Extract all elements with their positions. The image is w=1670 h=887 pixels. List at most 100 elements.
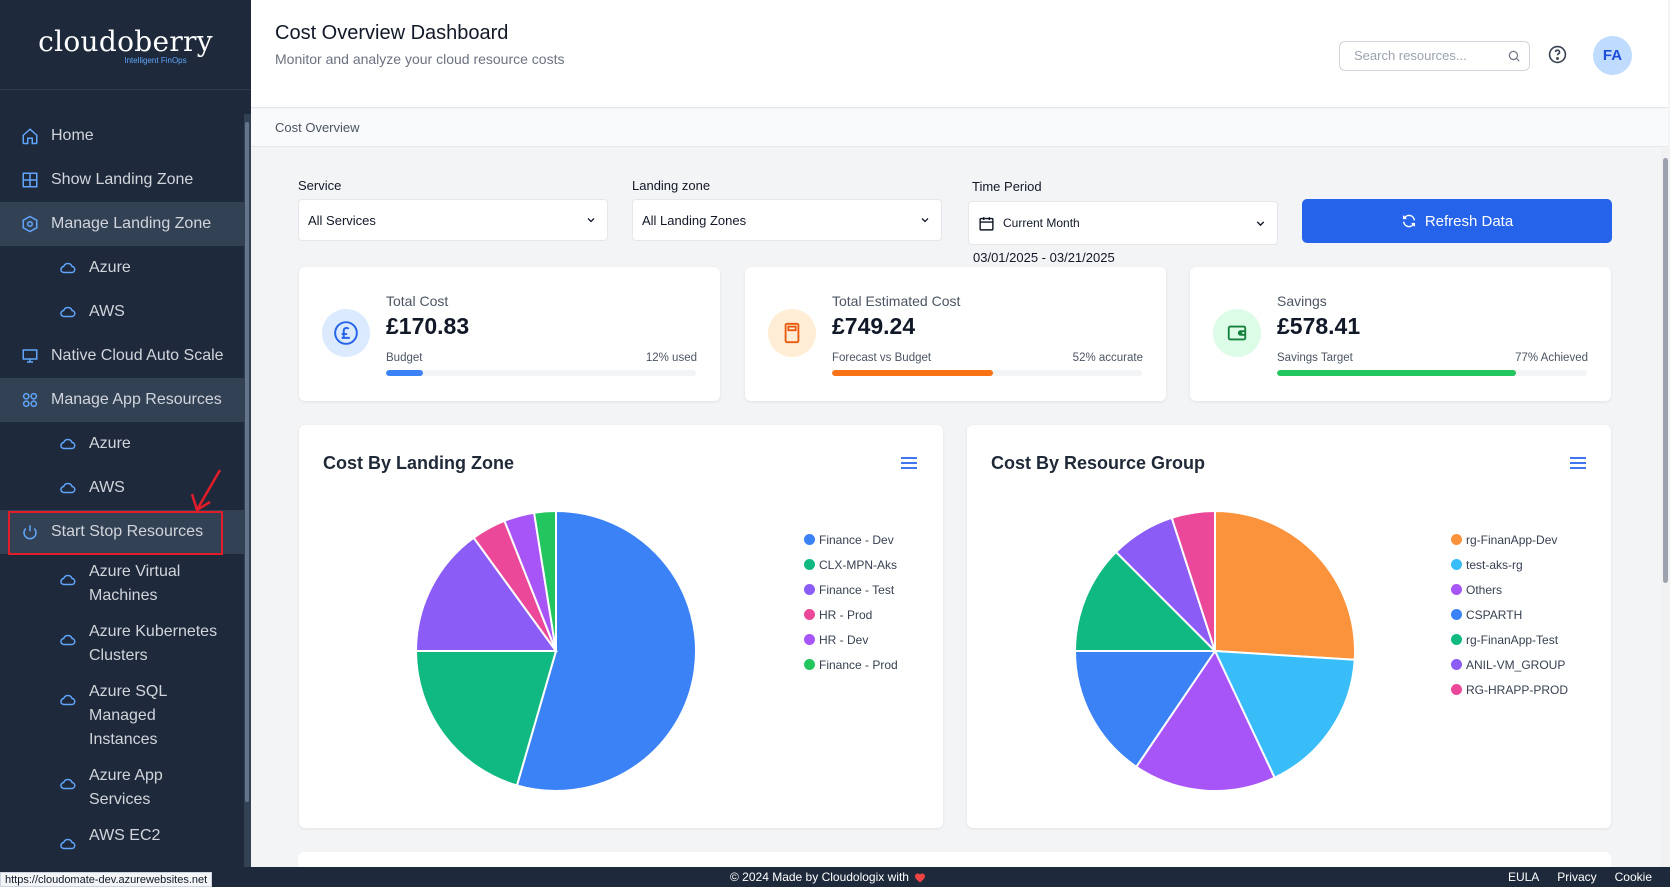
pie-slice-csparth[interactable] <box>1073 650 1217 769</box>
sidebar-item-azure-app-services[interactable]: Azure App Services <box>0 758 244 818</box>
legend-marker <box>1451 659 1462 670</box>
legend-label: Finance - Test <box>819 582 895 597</box>
legend-label: CSPARTH <box>1466 607 1523 622</box>
sidebar-scrollbar-thumb[interactable] <box>245 122 249 802</box>
search-icon[interactable] <box>1507 49 1521 68</box>
sidebar-item-home[interactable]: Home <box>0 114 244 158</box>
cost-by-resource-group-card: Cost By Resource Group rg-FinanApp-Dev te… <box>967 425 1611 828</box>
legend-marker <box>804 609 815 620</box>
stat-progress-bar <box>386 370 696 376</box>
pie-slice-finance-test[interactable] <box>414 536 558 652</box>
menu-icon[interactable] <box>900 455 918 476</box>
landing-zone-label: Landing zone <box>632 178 711 193</box>
legend-item[interactable]: ANIL-VM_GROUP <box>1451 652 1568 677</box>
sidebar-nav: Home Show Landing Zone Manage Landing Zo… <box>0 114 244 862</box>
legend-item[interactable]: test-aks-rg <box>1451 552 1568 577</box>
landing-zone-legend: Finance - Dev CLX-MPN-Aks Finance - Test HR… <box>804 527 898 677</box>
legend-item[interactable]: RG-HRAPP-PROD <box>1451 677 1568 702</box>
legend-item[interactable]: rg-FinanApp-Test <box>1451 627 1568 652</box>
main-scrollbar-thumb[interactable] <box>1663 158 1668 583</box>
sidebar-item-app-azure[interactable]: Azure <box>0 422 244 466</box>
sidebar-item-azure-virtual-machines[interactable]: Azure Virtual Machines <box>0 554 244 614</box>
page-header: Cost Overview Dashboard Monitor and anal… <box>251 0 1668 108</box>
sidebar-item-label: Start Stop Resources <box>51 523 204 540</box>
legend-item[interactable]: CLX-MPN-Aks <box>804 552 898 577</box>
avatar[interactable]: FA <box>1593 36 1632 75</box>
legend-marker <box>804 659 815 670</box>
landing-zone-pie-chart <box>414 509 697 792</box>
legend-label: rg-FinanApp-Dev <box>1466 532 1558 547</box>
pie-slice-rg-hrapp-prod[interactable] <box>1170 509 1216 652</box>
sidebar: cloudoberry Intelligent FinOps Home Show… <box>0 0 251 867</box>
sidebar-item-label: Azure <box>89 435 131 452</box>
sidebar-item-manage-landing-zone[interactable]: Manage Landing Zone <box>0 202 244 246</box>
sidebar-item-label: Azure Kubernetes Clusters <box>89 623 218 664</box>
sidebar-item-landing-aws[interactable]: AWS <box>0 290 244 334</box>
sidebar-item-show-landing-zone[interactable]: Show Landing Zone <box>0 158 244 202</box>
savings-card: Savings £578.41 Savings Target 77% Achie… <box>1190 267 1611 401</box>
search-input[interactable] <box>1354 48 1504 63</box>
chevron-down-icon <box>919 214 931 229</box>
cloud-icon <box>58 630 78 650</box>
stat-progress-fill <box>832 370 994 376</box>
pie-slice-rg-finanapp-test[interactable] <box>1073 550 1218 652</box>
stat-label: Total Cost <box>386 293 449 309</box>
sidebar-item-azure-sql-managed-instances[interactable]: Azure SQL Managed Instances <box>0 674 244 758</box>
sidebar-item-azure-kubernetes-clusters[interactable]: Azure Kubernetes Clusters <box>0 614 244 674</box>
landing-zone-select-value: All Landing Zones <box>642 212 747 228</box>
chevron-down-icon <box>585 214 597 229</box>
breadcrumb-bar: Cost Overview <box>251 109 1668 147</box>
legend-label: HR - Prod <box>819 607 873 622</box>
help-icon[interactable] <box>1548 45 1567 69</box>
pie-slice-test-aks-rg[interactable] <box>1213 649 1356 780</box>
cost-by-landing-zone-card: Cost By Landing Zone Finance - Dev CLX-MP… <box>299 425 943 828</box>
footer-link-cookie[interactable]: Cookie <box>1614 870 1652 884</box>
breadcrumb[interactable]: Cost Overview <box>275 120 360 135</box>
cloud-icon <box>58 774 78 794</box>
sidebar-item-start-stop-resources[interactable]: Start Stop Resources <box>0 510 244 554</box>
pie-slice-finance-prod[interactable] <box>532 509 557 652</box>
apps-icon <box>20 390 40 410</box>
legend-marker <box>804 584 815 595</box>
sidebar-item-aws-ec2[interactable]: AWS EC2 <box>0 818 244 862</box>
legend-item[interactable]: Finance - Test <box>804 577 898 602</box>
sidebar-item-label: AWS EC2 <box>89 827 161 844</box>
time-period-select-value: Current Month <box>1003 216 1080 230</box>
refresh-data-button[interactable]: Refresh Data <box>1302 199 1612 243</box>
landing-zone-select[interactable]: All Landing Zones <box>632 199 942 241</box>
sidebar-item-landing-azure[interactable]: Azure <box>0 246 244 290</box>
stat-value: £749.24 <box>832 313 916 339</box>
service-select[interactable]: All Services <box>298 199 608 241</box>
legend-label: HR - Dev <box>819 632 869 647</box>
footer-link-privacy[interactable]: Privacy <box>1557 870 1597 884</box>
pie-slice-others[interactable] <box>1134 648 1276 792</box>
sidebar-item-manage-app-resources[interactable]: Manage App Resources <box>0 378 244 422</box>
cloud-icon <box>58 434 78 454</box>
legend-marker <box>804 534 815 545</box>
legend-item[interactable]: Finance - Dev <box>804 527 898 552</box>
stat-label: Savings <box>1277 293 1327 309</box>
sidebar-item-native-cloud-auto-scale[interactable]: Native Cloud Auto Scale <box>0 334 244 378</box>
search-box[interactable] <box>1339 41 1530 71</box>
legend-item[interactable]: HR - Prod <box>804 602 898 627</box>
sidebar-item-label: AWS <box>89 479 125 496</box>
legend-item[interactable]: CSPARTH <box>1451 602 1568 627</box>
legend-item[interactable]: HR - Dev <box>804 627 898 652</box>
sidebar-item-label: Manage App Resources <box>51 391 222 408</box>
refresh-data-label: Refresh Data <box>1424 212 1514 230</box>
menu-icon[interactable] <box>1569 455 1587 476</box>
footer-link-eula[interactable]: EULA <box>1507 870 1540 884</box>
pie-slice-clx-mpn-aks[interactable] <box>414 650 558 787</box>
pie-slice-finance-dev[interactable] <box>515 509 697 792</box>
sidebar-item-app-aws[interactable]: AWS <box>0 466 244 510</box>
legend-item[interactable]: Finance - Prod <box>804 652 898 677</box>
pie-slice-rg-finanapp-dev[interactable] <box>1214 509 1356 661</box>
total-estimated-cost-card: Total Estimated Cost £749.24 Forecast vs… <box>745 267 1166 401</box>
brand-logo[interactable]: cloudoberry Intelligent FinOps <box>0 0 251 90</box>
time-period-select[interactable]: Current Month <box>968 201 1278 245</box>
legend-item[interactable]: Others <box>1451 577 1568 602</box>
refresh-icon <box>1401 213 1417 229</box>
legend-item[interactable]: rg-FinanApp-Dev <box>1451 527 1568 552</box>
sidebar-item-label: Native Cloud Auto Scale <box>51 347 224 364</box>
cloud-icon <box>58 302 78 322</box>
